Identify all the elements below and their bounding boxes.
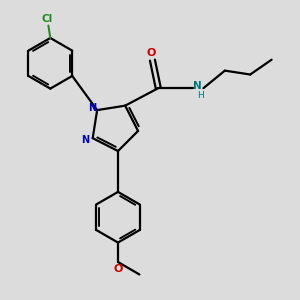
Text: N: N [82,135,90,145]
Text: Cl: Cl [42,14,53,23]
Text: N: N [88,103,96,113]
Text: O: O [113,264,123,274]
Text: H: H [197,91,204,100]
Text: N: N [193,81,202,91]
Text: O: O [147,48,156,58]
